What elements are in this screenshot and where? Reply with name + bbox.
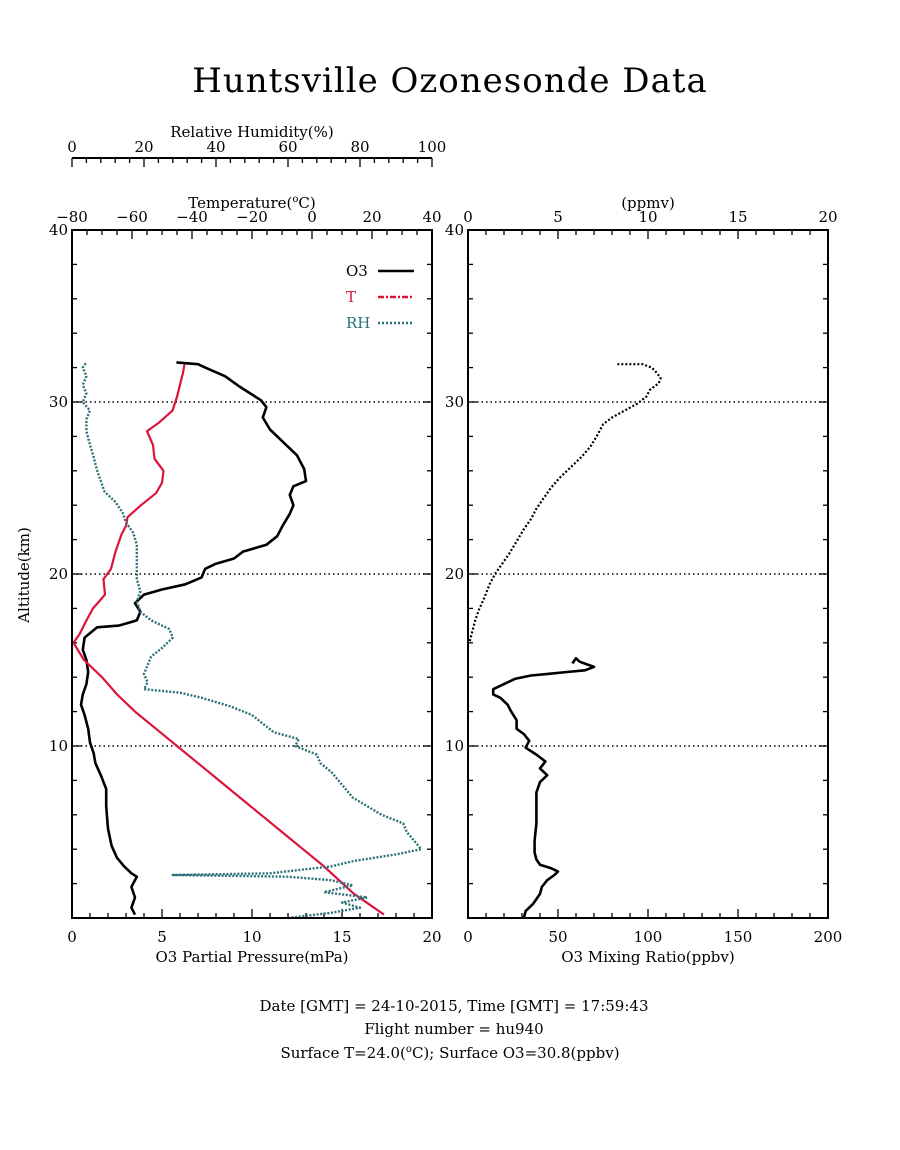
x-tick-label: 0: [463, 928, 473, 946]
legend-label-rh: RH: [346, 314, 370, 332]
series-line-rh: [81, 361, 423, 920]
left-axis-ticks: 10 20 30 40 0 5 10 15 20 −80 −60 −40 −20 0 20 40 0 20 40 60…: [49, 138, 446, 946]
x-tick-label: 10: [242, 928, 261, 946]
left-panel: 10 20 30 40 0 5 10 15 20 −80 −60 −40 −20 0 20 40 0 20 40 60…: [15, 123, 446, 966]
x-tick-label: 100: [634, 928, 663, 946]
x-tick-label: 5: [157, 928, 167, 946]
footer-flight-number: Flight number = hu940: [364, 1020, 543, 1038]
left-gridlines: [72, 401, 432, 747]
y-tick-label: 40: [49, 221, 68, 239]
series-line-o3-mixing-ratio-upper: [468, 363, 662, 642]
left-plot-frame: [71, 229, 433, 919]
y-tick-label: 20: [49, 565, 68, 583]
x-tick-label: 5: [553, 208, 563, 226]
x-tick-label: 20: [362, 208, 381, 226]
y-tick-label: 40: [445, 221, 464, 239]
legend-label-o3: O3: [346, 262, 368, 280]
series-line-o3-mixing-ratio: [491, 657, 596, 919]
x-tick-label: −20: [236, 208, 268, 226]
series-line-t: [72, 364, 385, 916]
x-tick-label: 200: [814, 928, 843, 946]
x-tick-label: 0: [67, 928, 77, 946]
x-tick-label: 40: [206, 138, 225, 156]
x-tick-label: −40: [176, 208, 208, 226]
x-tick-label: 100: [418, 138, 447, 156]
y-tick-label: 10: [445, 737, 464, 755]
x-tick-label: 150: [724, 928, 753, 946]
x-tick-label: 40: [422, 208, 441, 226]
rh-axis-label: Relative Humidity(%): [170, 123, 333, 141]
x-tick-label: 15: [728, 208, 747, 226]
y-tick-label: 10: [49, 737, 68, 755]
x-tick-label: 15: [332, 928, 351, 946]
y-tick-label: 30: [49, 393, 68, 411]
x-tick-label: 60: [278, 138, 297, 156]
left-series: [72, 361, 423, 920]
y-tick-label: 30: [445, 393, 464, 411]
footer-surface-values: Surface T=24.0(oC); Surface O3=30.8(ppbv…: [280, 1044, 619, 1062]
right-gridlines: [468, 401, 828, 747]
o3-partial-pressure-axis-label: O3 Partial Pressure(mPa): [155, 948, 348, 966]
x-tick-label: −60: [116, 208, 148, 226]
x-tick-label: 20: [818, 208, 837, 226]
x-tick-label: 0: [307, 208, 317, 226]
altitude-axis-label: Altitude(km): [15, 527, 33, 624]
right-series: [468, 363, 662, 919]
x-tick-label: 20: [422, 928, 441, 946]
x-tick-label: 20: [134, 138, 153, 156]
right-plot-frame: [467, 229, 829, 919]
y-tick-label: 20: [445, 565, 464, 583]
o3-mixing-ratio-axis-label: O3 Mixing Ratio(ppbv): [561, 948, 734, 966]
series-line-o3: [79, 361, 308, 916]
x-tick-label: −80: [56, 208, 88, 226]
temperature-axis-label: Temperature(oC): [188, 194, 316, 212]
legend-label-t: T: [346, 288, 356, 306]
x-tick-label: 10: [638, 208, 657, 226]
legend: O3 T RH: [346, 262, 414, 332]
footer-date-time: Date [GMT] = 24-10-2015, Time [GMT] = 17…: [259, 997, 648, 1015]
x-tick-label: 80: [350, 138, 369, 156]
x-tick-label: 0: [67, 138, 77, 156]
ppmv-axis-label: (ppmv): [621, 194, 675, 212]
footer: Date [GMT] = 24-10-2015, Time [GMT] = 17…: [259, 997, 648, 1062]
x-tick-label: 50: [548, 928, 567, 946]
x-tick-label: 0: [463, 208, 473, 226]
chart-title: Huntsville Ozonesonde Data: [192, 61, 708, 101]
